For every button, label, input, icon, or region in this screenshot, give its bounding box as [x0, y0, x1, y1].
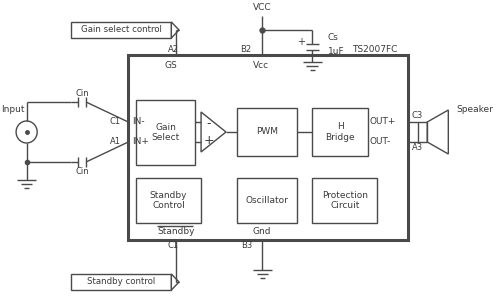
Bar: [238, 178, 297, 223]
Text: C3: C3: [412, 112, 423, 120]
Text: Cin: Cin: [75, 167, 89, 175]
Bar: [312, 178, 377, 223]
Bar: [418, 122, 427, 142]
Text: +: +: [297, 37, 305, 47]
Text: Oscillator: Oscillator: [246, 196, 289, 205]
Text: B3: B3: [242, 241, 253, 249]
Text: Standby
Control: Standby Control: [150, 191, 187, 210]
Bar: [71, 22, 171, 38]
Text: Cs: Cs: [328, 34, 339, 42]
Text: C1: C1: [168, 241, 179, 249]
Text: A1: A1: [110, 138, 121, 146]
Bar: [136, 178, 201, 223]
Polygon shape: [171, 274, 179, 290]
Bar: [71, 274, 171, 290]
Text: VCC: VCC: [253, 3, 272, 13]
Text: OUT-: OUT-: [370, 138, 391, 146]
Text: Gain
Select: Gain Select: [151, 123, 180, 142]
Text: Vcc: Vcc: [253, 60, 269, 70]
Text: Standby: Standby: [157, 228, 195, 236]
Text: Gnd: Gnd: [253, 228, 271, 236]
Text: H
Bridge: H Bridge: [325, 122, 355, 142]
Bar: [128, 55, 408, 240]
Text: TS2007FC: TS2007FC: [352, 45, 397, 53]
Text: PWM: PWM: [256, 127, 278, 137]
Text: 1uF: 1uF: [328, 48, 344, 56]
Polygon shape: [171, 22, 179, 38]
Text: C1: C1: [110, 117, 121, 127]
Text: Input: Input: [1, 106, 25, 114]
Text: +: +: [203, 135, 214, 148]
Text: Cin: Cin: [75, 88, 89, 98]
Bar: [312, 108, 368, 156]
Text: A3: A3: [412, 143, 423, 152]
Text: Speaker: Speaker: [456, 106, 493, 114]
Text: A2: A2: [168, 45, 179, 55]
Text: -: -: [207, 117, 211, 131]
Text: Protection
Circuit: Protection Circuit: [322, 191, 368, 210]
Bar: [136, 100, 195, 165]
Bar: [238, 108, 297, 156]
Text: B2: B2: [240, 45, 251, 55]
Text: GS: GS: [165, 60, 177, 70]
Text: Standby control: Standby control: [87, 278, 155, 286]
Text: Gain select control: Gain select control: [81, 26, 161, 34]
Text: OUT+: OUT+: [370, 117, 396, 127]
Text: IN+: IN+: [132, 138, 149, 146]
Text: IN-: IN-: [132, 117, 145, 127]
